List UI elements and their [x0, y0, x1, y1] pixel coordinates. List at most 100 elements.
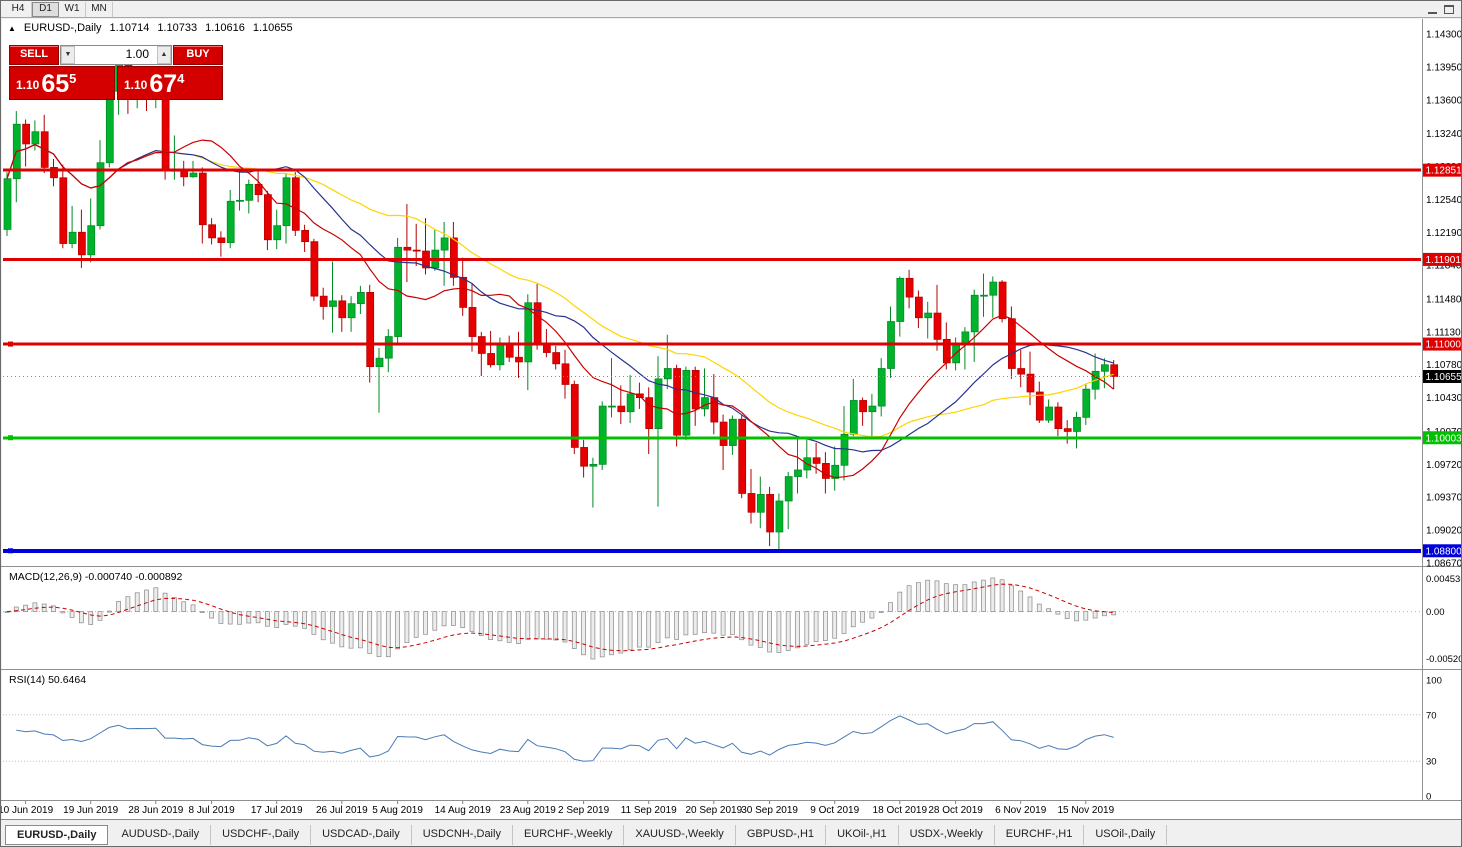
minimize-icon[interactable] — [1428, 11, 1437, 14]
chart-open-value: 1.10714 — [109, 22, 150, 34]
tf-button-w1[interactable]: W1 — [59, 1, 86, 17]
tf-button-mn[interactable]: MN — [86, 1, 113, 17]
svg-text:28 Jun 2019: 28 Jun 2019 — [128, 805, 183, 816]
svg-text:10 Jun 2019: 10 Jun 2019 — [1, 805, 54, 816]
ma-line-21[interactable] — [6, 143, 1114, 453]
tab-gbpusd-h1[interactable]: GBPUSD-,H1 — [736, 825, 827, 845]
svg-text:1.08670: 1.08670 — [1426, 559, 1462, 570]
sell-price-prefix: 1.10 — [16, 78, 40, 92]
svg-text:19 Jun 2019: 19 Jun 2019 — [63, 805, 118, 816]
one-click-trading-panel: SELL ▼ 1.00 ▲ BUY 1.10 65 5 1.10 67 4 — [9, 45, 223, 100]
volume-value[interactable]: 1.00 — [125, 47, 149, 61]
price-label-1.10003: 1.10003 — [1423, 431, 1462, 445]
svg-text:1.12190: 1.12190 — [1426, 228, 1462, 239]
sell-button[interactable]: SELL — [9, 45, 59, 65]
svg-text:1.10780: 1.10780 — [1426, 360, 1462, 371]
chart-low-value: 1.10616 — [205, 22, 245, 34]
volume-increase-button[interactable]: ▲ — [157, 46, 171, 64]
svg-text:70: 70 — [1426, 710, 1437, 721]
chart-close-value: 1.10655 — [252, 22, 293, 34]
hline-handle[interactable] — [8, 548, 13, 554]
tab-eurusd-daily[interactable]: EURUSD-,Daily — [5, 825, 109, 845]
svg-text:11 Sep 2019: 11 Sep 2019 — [621, 805, 677, 816]
buy-price-pipette: 4 — [177, 71, 185, 86]
svg-text:18 Oct 2019: 18 Oct 2019 — [873, 805, 928, 816]
svg-text:2 Sep 2019: 2 Sep 2019 — [558, 805, 610, 816]
volume-field: ▼ 1.00 ▲ — [60, 45, 172, 65]
timeframe-toolbar: H4 D1 W1 MN — [1, 1, 1461, 18]
svg-text:1.09020: 1.09020 — [1426, 526, 1462, 537]
sell-price-digits: 65 — [41, 70, 70, 98]
svg-text:1.13240: 1.13240 — [1426, 129, 1462, 140]
tab-usdcnh-daily[interactable]: USDCNH-,Daily — [412, 825, 513, 845]
svg-text:5 Aug 2019: 5 Aug 2019 — [372, 805, 423, 816]
svg-text:0.004536: 0.004536 — [1426, 574, 1462, 585]
hline-handle[interactable] — [8, 435, 13, 441]
tab-usoil-daily[interactable]: USOil-,Daily — [1084, 825, 1168, 845]
svg-text:1.11840: 1.11840 — [1426, 261, 1462, 272]
chart-plot-area[interactable] — [3, 19, 1421, 566]
svg-text:14 Aug 2019: 14 Aug 2019 — [435, 805, 492, 816]
svg-text:1.10430: 1.10430 — [1426, 393, 1462, 404]
buy-price-prefix: 1.10 — [124, 78, 148, 92]
svg-text:1.13600: 1.13600 — [1426, 95, 1462, 106]
svg-text:9 Oct 2019: 9 Oct 2019 — [810, 805, 859, 816]
macd-signal-line — [6, 583, 1114, 652]
svg-text:28 Oct 2019: 28 Oct 2019 — [928, 805, 983, 816]
svg-text:30: 30 — [1426, 757, 1437, 768]
svg-text:0.00: 0.00 — [1426, 607, 1445, 618]
tf-button-h4[interactable]: H4 — [5, 1, 32, 17]
svg-text:1.12540: 1.12540 — [1426, 195, 1462, 206]
current-price-label: 1.10655 — [1423, 369, 1462, 383]
svg-text:1.12851: 1.12851 — [1426, 166, 1462, 177]
tab-usdchf-daily[interactable]: USDCHF-,Daily — [211, 825, 312, 845]
restore-icon[interactable] — [1444, 4, 1454, 14]
tab-usdx-weekly[interactable]: USDX-,Weekly — [899, 825, 995, 845]
tab-usdcad-daily[interactable]: USDCAD-,Daily — [311, 825, 412, 845]
svg-text:1.08800: 1.08800 — [1426, 546, 1462, 557]
sell-price[interactable]: 1.10 65 5 — [9, 66, 115, 100]
svg-text:8 Jul 2019: 8 Jul 2019 — [189, 805, 236, 816]
svg-text:0: 0 — [1426, 792, 1431, 803]
svg-text:26 Jul 2019: 26 Jul 2019 — [316, 805, 368, 816]
svg-text:1.14300: 1.14300 — [1426, 30, 1462, 41]
svg-text:17 Jul 2019: 17 Jul 2019 — [251, 805, 303, 816]
buy-button[interactable]: BUY — [173, 45, 223, 65]
svg-text:1.11000: 1.11000 — [1426, 340, 1462, 351]
tf-button-d1[interactable]: D1 — [32, 1, 59, 17]
price-label-1.11000: 1.11000 — [1423, 337, 1462, 351]
svg-text:23 Aug 2019: 23 Aug 2019 — [500, 805, 557, 816]
tab-xauusd-weekly[interactable]: XAUUSD-,Weekly — [624, 825, 736, 845]
chart-tabbar: EURUSD-,Daily AUDUSD-,Daily USDCHF-,Daily U… — [1, 819, 1461, 846]
tab-eurchf-weekly[interactable]: EURCHF-,Weekly — [513, 825, 625, 845]
tab-audusd-daily[interactable]: AUDUSD-,Daily — [110, 825, 212, 845]
rsi-line — [16, 715, 1114, 762]
svg-text:1.09370: 1.09370 — [1426, 493, 1462, 504]
tab-ukoil-h1[interactable]: UKOil-,H1 — [826, 825, 899, 845]
chart-symbol-label: EURUSD-,Daily — [23, 22, 102, 34]
rsi-header: RSI(14) 50.6464 — [9, 674, 86, 686]
window-controls — [1428, 4, 1461, 14]
svg-text:1.11130: 1.11130 — [1426, 327, 1461, 338]
svg-text:1.10003: 1.10003 — [1426, 433, 1462, 444]
sell-price-pipette: 5 — [69, 71, 77, 86]
svg-text:100: 100 — [1426, 676, 1442, 687]
svg-text:20 Sep 2019: 20 Sep 2019 — [685, 805, 742, 816]
price-label-1.12851: 1.12851 — [1423, 163, 1462, 177]
ma-line-13[interactable] — [6, 139, 1115, 479]
expand-icon[interactable]: ▲ — [8, 24, 16, 33]
macd-header: MACD(12,26,9) -0.000740 -0.000892 — [9, 571, 183, 583]
svg-text:1.09720: 1.09720 — [1426, 460, 1462, 471]
volume-decrease-button[interactable]: ▼ — [61, 46, 75, 64]
svg-text:1.10655: 1.10655 — [1426, 372, 1462, 383]
time-scale[interactable]: 10 Jun 2019 19 Jun 2019 28 Jun 2019 8 Jul 2… — [1, 801, 1115, 816]
buy-price[interactable]: 1.10 67 4 — [117, 66, 223, 100]
timeframe-button-group: H4 D1 W1 MN — [5, 1, 113, 17]
hline-handle[interactable] — [8, 341, 13, 347]
svg-text:15 Nov 2019: 15 Nov 2019 — [1057, 805, 1114, 816]
svg-text:1.13950: 1.13950 — [1426, 62, 1462, 73]
svg-text:6 Nov 2019: 6 Nov 2019 — [995, 805, 1047, 816]
tab-eurchf-h1[interactable]: EURCHF-,H1 — [995, 825, 1085, 845]
